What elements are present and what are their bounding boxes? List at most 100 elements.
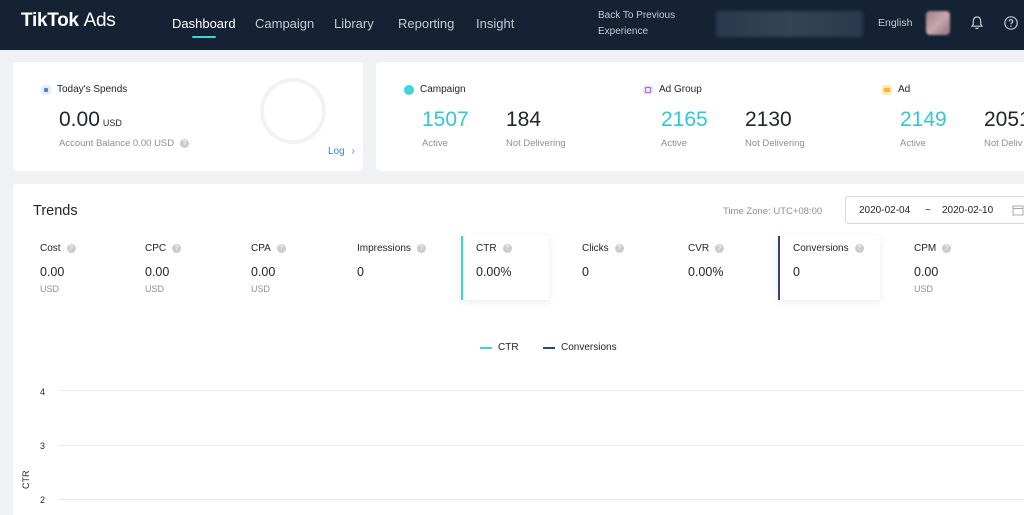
help-icon[interactable]: ? <box>180 138 190 148</box>
help-icon[interactable]: ? <box>715 243 725 253</box>
date-range-picker[interactable]: 2020-02-04 ~ 2020-02-10 <box>845 196 1024 224</box>
ad-title: Ad <box>898 84 911 95</box>
ad-group-not-delivering-label: Not Delivering <box>745 138 805 149</box>
delivery-status-card: Campaign 1507 Active 184 Not Delivering … <box>376 62 1024 171</box>
calendar-icon <box>1012 205 1024 216</box>
metric-ctr[interactable]: CTR? 0.00% <box>461 236 549 300</box>
y-axis-title: CTR <box>21 470 31 490</box>
metric-cpa[interactable]: CPA? 0.00 USD <box>238 236 326 300</box>
ad-title-row: Ad <box>882 84 910 95</box>
campaign-not-delivering-count[interactable]: 184 <box>506 108 542 131</box>
y-tick-label: 4 <box>40 387 46 397</box>
metric-label: Clicks <box>582 243 609 254</box>
metric-cost[interactable]: Cost? 0.00 USD <box>27 236 115 300</box>
back-to-previous-link[interactable]: Back To Previous Experience <box>598 8 688 40</box>
ad-group-active-count[interactable]: 2165 <box>661 108 708 131</box>
campaign-active-count[interactable]: 1507 <box>422 108 469 131</box>
grid-line <box>59 499 1024 500</box>
logo-sub-text: Ads <box>83 10 116 31</box>
spends-currency: USD <box>102 118 122 128</box>
ad-not-delivering-count[interactable]: 2051 <box>984 108 1024 131</box>
spends-amount: 0.00 USD <box>59 108 122 132</box>
metric-label: Impressions <box>357 243 411 254</box>
top-nav: TikTok Ads Dashboard Campaign Library Re… <box>0 0 1024 50</box>
metric-label: CVR <box>688 243 710 254</box>
metric-impressions[interactable]: Impressions? 0 <box>344 236 432 300</box>
nav-library[interactable]: Library <box>334 16 374 31</box>
legend-ctr-swatch <box>480 346 492 349</box>
metric-clicks[interactable]: Clicks? 0 <box>569 236 657 300</box>
log-link[interactable]: Log › <box>328 146 355 157</box>
spends-amount-value: 0.00 <box>59 108 100 131</box>
ad-icon <box>882 84 892 95</box>
y-tick-label: 3 <box>40 441 46 451</box>
logo-text: TikTok <box>21 10 79 31</box>
help-icon[interactable]: ? <box>66 243 76 253</box>
metric-value: 0.00% <box>476 265 512 279</box>
metric-value: 0.00 <box>914 265 939 279</box>
metric-cpc[interactable]: CPC? 0.00 USD <box>132 236 220 300</box>
nav-campaign[interactable]: Campaign <box>255 16 315 31</box>
help-icon[interactable]: ? <box>614 243 624 253</box>
metric-cvr[interactable]: CVR? 0.00% <box>675 236 763 300</box>
metric-conversions[interactable]: Conversions? 0 <box>778 236 880 300</box>
back-link-line1: Back To Previous <box>598 10 676 21</box>
metric-label: Conversions <box>793 243 849 254</box>
help-icon[interactable]: ? <box>172 243 182 253</box>
legend-conversions-label: Conversions <box>561 342 617 353</box>
ad-group-not-delivering-count[interactable]: 2130 <box>745 108 792 131</box>
nav-insight[interactable]: Insight <box>476 16 515 31</box>
help-icon[interactable]: ? <box>502 243 512 253</box>
chevron-right-icon: › <box>351 146 355 157</box>
metric-unit: USD <box>145 284 165 294</box>
timezone-label: Time Zone: UTC+08:00 <box>723 206 823 217</box>
ad-group-active-label: Active <box>661 138 687 149</box>
ad-group-icon <box>643 84 653 95</box>
metric-value: 0.00 <box>251 265 276 279</box>
metric-value: 0.00 <box>40 265 65 279</box>
metric-cpm[interactable]: CPM? 0.00 USD <box>901 236 989 300</box>
metric-label: Cost <box>40 243 61 254</box>
metric-label: CPC <box>145 243 167 254</box>
metric-label: CPM <box>914 243 937 254</box>
spend-ring-chart <box>260 78 326 144</box>
ad-active-count[interactable]: 2149 <box>900 108 947 131</box>
legend-conversions[interactable]: Conversions <box>543 342 617 353</box>
date-end: 2020-02-10 <box>942 205 994 216</box>
spends-icon <box>41 84 51 95</box>
nav-dashboard[interactable]: Dashboard <box>172 16 236 38</box>
legend-ctr[interactable]: CTR <box>480 342 519 353</box>
help-icon[interactable]: ? <box>854 243 864 253</box>
help-icon[interactable] <box>1003 15 1019 31</box>
help-icon[interactable]: ? <box>942 243 952 253</box>
campaign-active-label: Active <box>422 138 448 149</box>
date-start: 2020-02-04 <box>859 205 911 216</box>
metric-value: 0.00 <box>145 265 170 279</box>
grid-line <box>59 390 1024 391</box>
metric-unit: USD <box>251 284 271 294</box>
campaign-icon <box>404 84 414 95</box>
trends-card: Trends Time Zone: UTC+08:00 2020-02-04 ~… <box>13 184 1024 515</box>
campaign-title: Campaign <box>420 84 466 95</box>
metric-unit: USD <box>914 284 934 294</box>
metric-label: CPA <box>251 243 271 254</box>
help-icon[interactable]: ? <box>416 243 426 253</box>
date-separator: ~ <box>925 205 931 216</box>
metric-unit: USD <box>40 284 60 294</box>
avatar[interactable] <box>926 11 950 35</box>
help-icon[interactable]: ? <box>276 243 286 253</box>
account-balance: Account Balance 0.00 USD? <box>59 138 190 149</box>
legend-conversions-swatch <box>543 346 555 349</box>
spends-title-row: Today's Spends <box>41 84 127 95</box>
bell-icon[interactable] <box>969 15 985 31</box>
nav-reporting[interactable]: Reporting <box>398 16 455 31</box>
account-selector[interactable] <box>716 11 863 37</box>
account-balance-text: Account Balance 0.00 USD <box>59 138 175 149</box>
language-selector[interactable]: English <box>878 17 913 29</box>
tiktok-ads-logo[interactable]: TikTok Ads <box>21 10 116 32</box>
metric-value: 0.00% <box>688 265 724 279</box>
legend-ctr-label: CTR <box>498 342 519 353</box>
ad-not-delivering-label: Not Deliv <box>984 138 1023 149</box>
y-tick-label: 2 <box>40 495 46 505</box>
todays-spends-card: Today's Spends 0.00 USD Account Balance 0… <box>13 62 363 171</box>
